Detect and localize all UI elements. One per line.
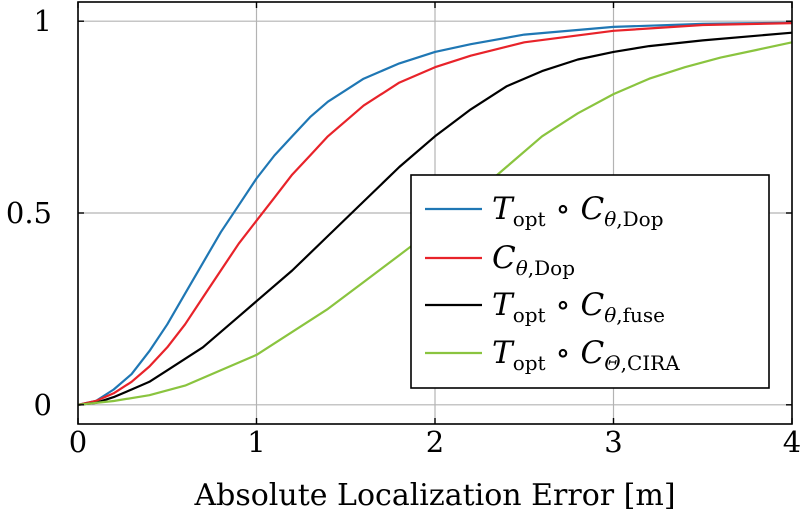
legend: Topt ∘ Cθ,Dop Cθ,Dop Topt ∘ Cθ,fuse Topt ∘ … bbox=[410, 174, 770, 389]
legend-label-2: Cθ,Dop bbox=[492, 240, 575, 280]
legend-label-3: Topt ∘ Cθ,fuse bbox=[492, 287, 665, 327]
series-line-1 bbox=[77, 21, 793, 406]
series-line-2 bbox=[77, 22, 793, 406]
x-axis-ticks: 0 1 2 3 4 bbox=[69, 2, 800, 459]
x-tick-label: 2 bbox=[426, 425, 444, 459]
x-tick-label: 0 bbox=[69, 425, 87, 459]
y-axis-ticks: 00.51 bbox=[6, 4, 792, 422]
x-tick-label: 3 bbox=[604, 425, 622, 459]
x-tick-label: 4 bbox=[783, 425, 800, 459]
legend-label-4: Topt ∘ CΘ,CIRA bbox=[492, 335, 680, 375]
y-tick-label: 0.5 bbox=[6, 196, 52, 230]
legend-label-1: Topt ∘ Cθ,Dop bbox=[492, 191, 664, 231]
series-line-3 bbox=[77, 31, 793, 406]
y-tick-label: 1 bbox=[34, 4, 52, 38]
y-tick-label: 0 bbox=[34, 388, 52, 422]
x-tick-label: 1 bbox=[247, 425, 265, 459]
x-axis-label: Absolute Localization Error [m] bbox=[193, 478, 675, 513]
